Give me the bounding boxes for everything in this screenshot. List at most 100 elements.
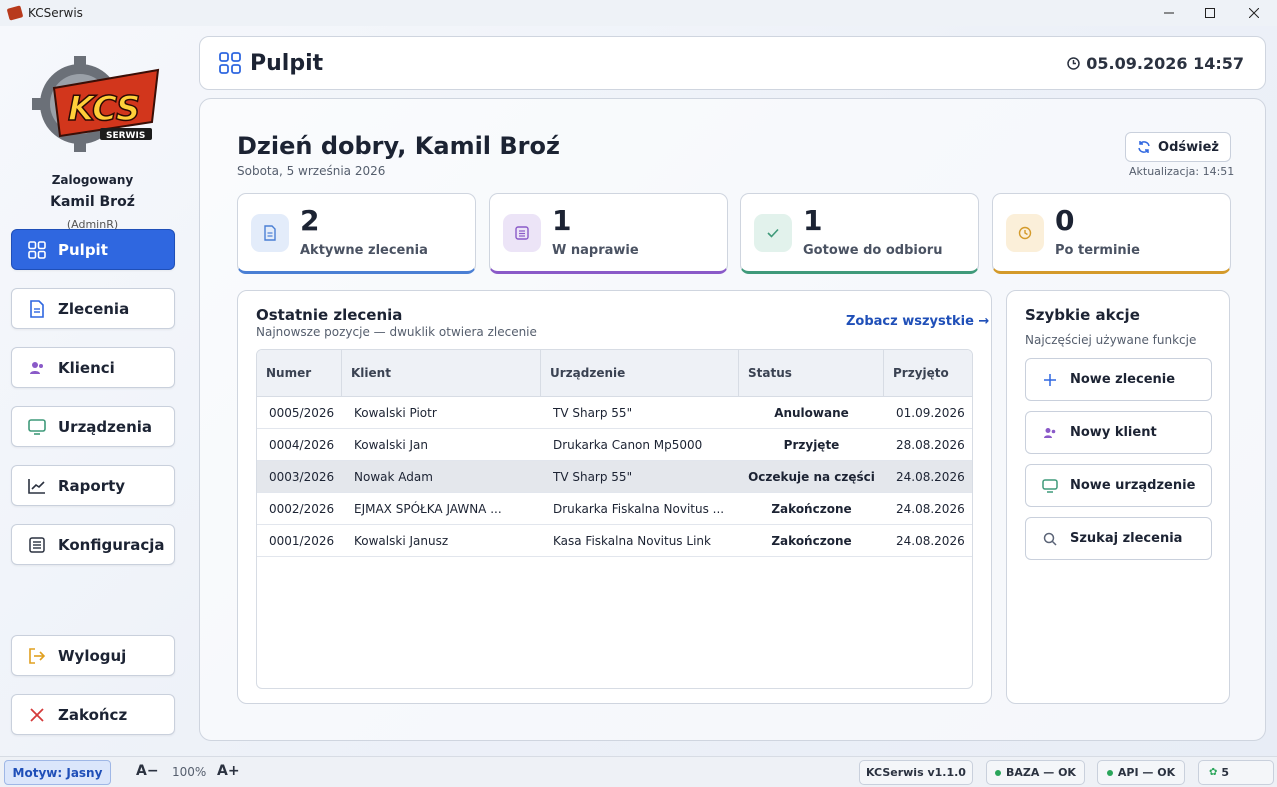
status-dot-icon — [995, 769, 1002, 776]
page-title: Pulpit — [250, 50, 324, 76]
sidebar: KCS SERWIS Zalogowany Kamil Broź (AdminR… — [0, 26, 190, 756]
monitor-icon — [28, 418, 46, 436]
cell-device: Kasa Fiskalna Novitus Link — [553, 534, 711, 548]
col-client[interactable]: Klient — [342, 350, 541, 397]
greeting: Dzień dobry, Kamil Broź — [237, 132, 560, 160]
nav-raporty[interactable]: Raporty — [11, 465, 175, 506]
cell-device: Drukarka Canon Mp5000 — [553, 438, 703, 452]
nav-urzadzenia[interactable]: Urządzenia — [11, 406, 175, 447]
nav-label: Urządzenia — [58, 417, 153, 436]
sliders-icon — [28, 536, 46, 554]
cell-status: Oczekuje na części — [748, 470, 875, 484]
maximize-button[interactable] — [1187, 0, 1233, 26]
refresh-icon — [1138, 141, 1150, 153]
col-status[interactable]: Status — [739, 350, 884, 397]
refresh-button[interactable]: Odśwież — [1125, 132, 1231, 162]
see-all-link[interactable]: Zobacz wszystkie → — [846, 314, 990, 329]
zoom-level: 100% — [172, 765, 207, 779]
col-number[interactable]: Numer — [257, 350, 342, 397]
nav-zlecenia[interactable]: Zlecenia — [11, 288, 175, 329]
stat-label: Aktywne zlecenia — [300, 243, 428, 258]
cell-status: Anulowane — [774, 406, 849, 420]
count-text: 5 — [1221, 766, 1230, 779]
recent-orders-card: Ostatnie zlecenia Najnowsze pozycje — dw… — [237, 290, 992, 704]
cell-number: 0002/2026 — [269, 502, 335, 516]
new-device-button[interactable]: Nowe urządzenie — [1025, 464, 1212, 507]
refresh-label: Odśwież — [1158, 139, 1219, 155]
search-order-button[interactable]: Szukaj zlecenia — [1025, 517, 1212, 560]
nav-label: Raporty — [58, 476, 126, 495]
cell-number: 0003/2026 — [269, 470, 335, 484]
stat-value: 0 — [1055, 204, 1075, 237]
font-decrease-button[interactable]: A− — [136, 763, 159, 779]
clock-icon — [1067, 57, 1081, 70]
cell-client: Kowalski Piotr — [354, 406, 437, 420]
new-client-button[interactable]: Nowy klient — [1025, 411, 1212, 454]
gear-icon: ✿ — [1209, 767, 1218, 778]
cell-status: Przyjęte — [783, 438, 840, 452]
nav-pulpit[interactable]: Pulpit — [11, 229, 175, 270]
cell-number: 0005/2026 — [269, 406, 335, 420]
stat-in-repair[interactable]: 1 W naprawie — [489, 193, 728, 274]
stat-value: 2 — [300, 204, 320, 237]
stat-value: 1 — [803, 204, 823, 237]
exit-button[interactable]: Zakończ — [11, 694, 175, 735]
cell-client: Kowalski Jan — [354, 438, 428, 452]
minimize-icon — [1164, 12, 1174, 14]
theme-toggle-button[interactable]: Motyw: Jasny — [4, 760, 111, 785]
stat-ready-for-pickup[interactable]: 1 Gotowe do odbioru — [740, 193, 979, 274]
quick-actions-title: Szybkie akcje — [1025, 306, 1140, 324]
logout-button[interactable]: Wyloguj — [11, 635, 175, 676]
nav-konfiguracja[interactable]: Konfiguracja — [11, 524, 175, 565]
cell-client: Nowak Adam — [354, 470, 433, 484]
cell-date: 28.08.2026 — [896, 438, 965, 452]
logged-label: Zalogowany — [51, 173, 134, 187]
cell-device: TV Sharp 55" — [553, 406, 633, 420]
nav-klienci[interactable]: Klienci — [11, 347, 175, 388]
new-order-button[interactable]: Nowe zlecenie — [1025, 358, 1212, 401]
nav-label: Konfiguracja — [58, 535, 165, 554]
document-icon — [251, 214, 289, 252]
close-icon — [1249, 8, 1259, 18]
monitor-icon — [1042, 478, 1058, 494]
status-dot-icon — [1106, 769, 1113, 776]
stat-active-orders[interactable]: 2 Aktywne zlecenia — [237, 193, 476, 274]
orders-table: Numer Klient Urządzenie Status Przyjęto … — [256, 349, 973, 689]
datetime-display: 05.09.2026 14:57 — [1067, 54, 1244, 73]
cell-date: 24.08.2026 — [896, 470, 965, 484]
qa-label: Szukaj zlecenia — [1070, 531, 1183, 546]
table-row[interactable]: 0003/2026 Nowak Adam TV Sharp 55" Oczekuje … — [257, 461, 972, 493]
svg-text:KCS: KCS — [68, 89, 140, 129]
cell-client: Kowalski Janusz — [354, 534, 449, 548]
nav-label: Zlecenia — [58, 299, 130, 318]
table-header: Numer Klient Urządzenie Status Przyjęto — [257, 350, 972, 397]
qa-label: Nowy klient — [1070, 425, 1157, 440]
cell-device: TV Sharp 55" — [553, 470, 633, 484]
cell-date: 24.08.2026 — [896, 502, 965, 516]
users-icon — [1042, 425, 1058, 441]
app-icon — [6, 5, 24, 21]
col-device[interactable]: Urządzenie — [541, 350, 739, 397]
font-increase-button[interactable]: A+ — [217, 763, 240, 779]
table-row[interactable]: 0005/2026 Kowalski Piotr TV Sharp 55" Anulo… — [257, 397, 972, 429]
nav-label: Klienci — [58, 358, 115, 377]
minimize-button[interactable] — [1146, 0, 1192, 26]
document-icon — [28, 299, 46, 318]
close-button[interactable] — [1231, 0, 1277, 26]
cell-date: 24.08.2026 — [896, 534, 965, 548]
chart-icon — [28, 477, 46, 495]
cell-device: Drukarka Fiskalna Novitus ... — [553, 502, 725, 516]
table-row[interactable]: 0001/2026 Kowalski Janusz Kasa Fiskalna No… — [257, 525, 972, 557]
stat-label: Po terminie — [1055, 243, 1140, 258]
logout-icon — [28, 647, 46, 665]
db-status-text: BAZA — OK — [1006, 766, 1076, 779]
logout-label: Wyloguj — [58, 646, 127, 665]
table-row[interactable]: 0004/2026 Kowalski Jan Drukarka Canon Mp50… — [257, 429, 972, 461]
stat-overdue[interactable]: 0 Po terminie — [992, 193, 1231, 274]
table-row[interactable]: 0002/2026 EJMAX SPÓŁKA JAWNA ... Drukarka … — [257, 493, 972, 525]
col-date[interactable]: Przyjęto — [893, 366, 949, 380]
cell-status: Zakończone — [771, 502, 852, 516]
stat-label: W naprawie — [552, 243, 639, 258]
user-name: Kamil Broź — [50, 194, 135, 210]
maximize-icon — [1205, 8, 1215, 18]
